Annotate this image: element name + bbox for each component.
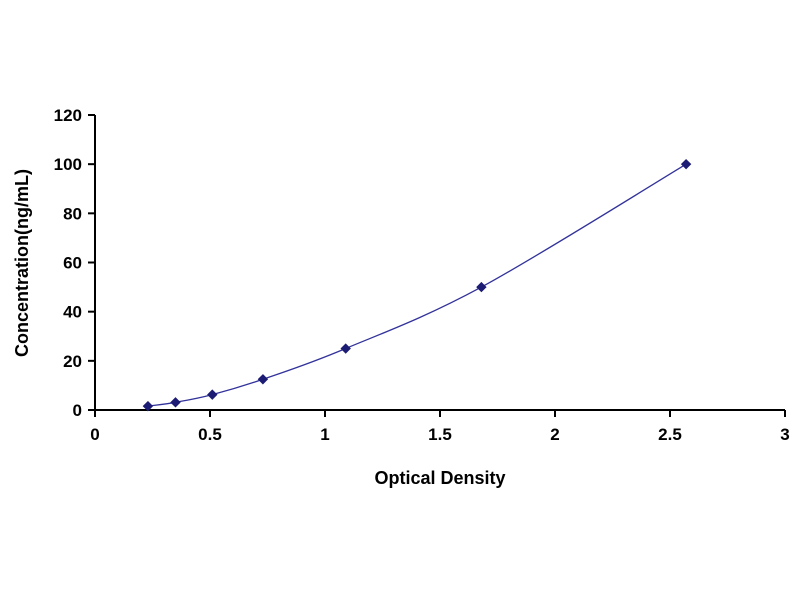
y-axis-label: Concentration(ng/mL) [12, 169, 32, 357]
x-tick-label: 2.5 [658, 425, 682, 444]
series-line [147, 163, 687, 407]
y-tick-label: 80 [63, 204, 82, 223]
y-tick-label: 120 [54, 106, 82, 125]
y-tick-label: 40 [63, 303, 82, 322]
data-point-marker [476, 281, 487, 293]
plot-area: 0 0.5 1 1.5 2 2.5 3 0 20 40 60 80 100 120 [54, 106, 790, 444]
y-tick-label: 60 [63, 254, 82, 273]
x-tick-label: 1 [320, 425, 329, 444]
y-tick-label: 0 [73, 401, 82, 420]
x-tick-label: 1.5 [428, 425, 452, 444]
x-tick-label: 3 [780, 425, 789, 444]
data-point-marker [170, 397, 181, 408]
x-axis-label: Optical Density [374, 468, 505, 488]
data-point-marker [142, 400, 154, 412]
x-tick-label: 0 [90, 425, 99, 444]
x-tick-label: 2 [550, 425, 559, 444]
x-tick-label: 0.5 [198, 425, 222, 444]
data-point-marker [207, 389, 218, 400]
y-tick-label: 100 [54, 155, 82, 174]
data-point-marker [257, 374, 269, 385]
data-point-marker [340, 343, 351, 354]
data-point-marker [680, 158, 692, 170]
y-tick-label: 20 [63, 352, 82, 371]
